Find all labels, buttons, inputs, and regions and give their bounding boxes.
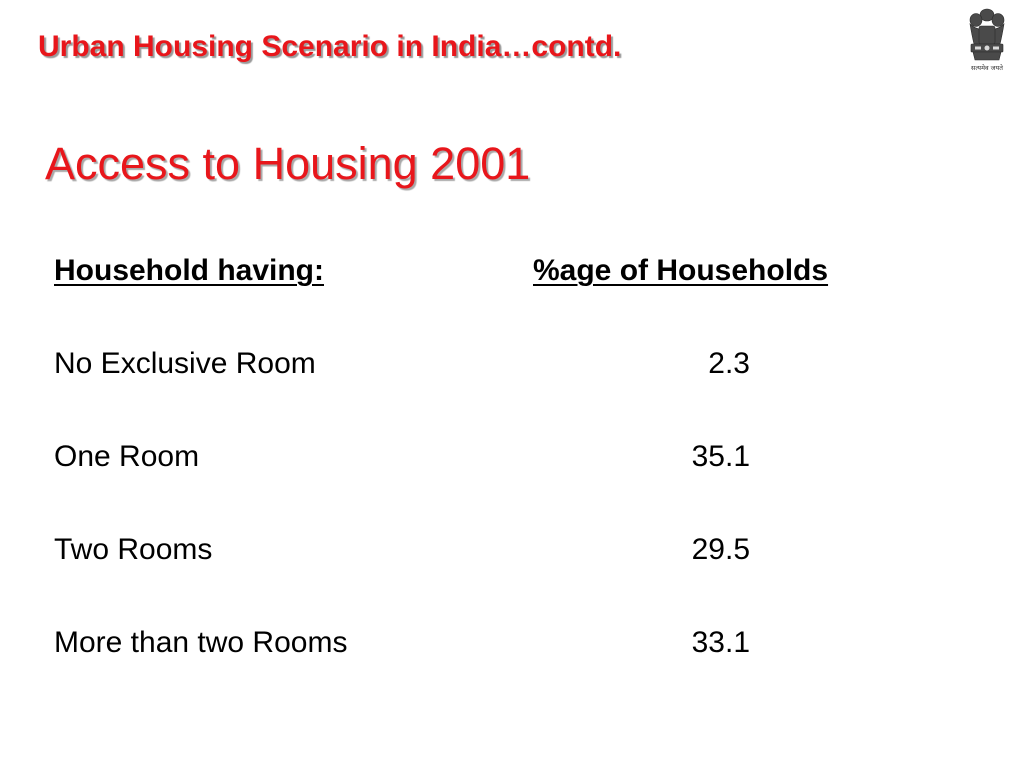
- column-header-percentage: %age of Households: [533, 254, 829, 287]
- row-value: 2.3: [708, 347, 750, 380]
- slide-header: Urban Housing Scenario in India…contd.: [38, 30, 622, 63]
- row-value: 29.5: [691, 533, 750, 566]
- row-label: No Exclusive Room: [54, 347, 316, 380]
- table-row: No Exclusive Room 2.3: [54, 347, 954, 440]
- column-header-household: Household having:: [54, 254, 324, 287]
- housing-table: Household having: %age of Households No …: [54, 254, 954, 719]
- table-row: More than two Rooms 33.1: [54, 626, 954, 719]
- emblem-caption: सत्यमेव जयते: [971, 64, 1003, 72]
- slide-title: Access to Housing 2001: [45, 138, 531, 189]
- row-value: 35.1: [691, 440, 750, 473]
- row-value: 33.1: [691, 626, 750, 659]
- table-header-row: Household having: %age of Households: [54, 254, 954, 347]
- table-row: One Room 35.1: [54, 440, 954, 533]
- row-label: One Room: [54, 440, 200, 473]
- row-label: More than two Rooms: [54, 626, 348, 659]
- row-label: Two Rooms: [54, 533, 213, 566]
- table-row: Two Rooms 29.5: [54, 533, 954, 626]
- national-emblem-icon: सत्यमेव जयते: [969, 8, 1005, 72]
